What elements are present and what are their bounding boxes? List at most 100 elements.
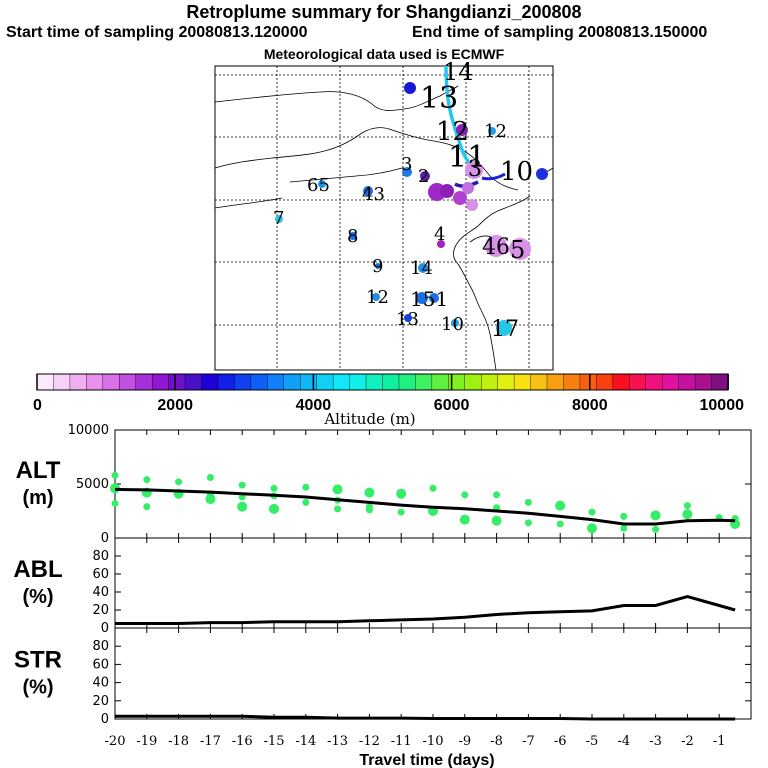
colorbar-cell (415, 373, 433, 391)
map-borders (214, 85, 554, 371)
cluster-point (238, 481, 246, 489)
colorbar-cell (431, 373, 450, 391)
cluster-point (111, 471, 119, 479)
x-tick-label: -19 (136, 734, 157, 749)
cluster-point (683, 502, 691, 510)
panel-ylabel: ALT (16, 457, 61, 484)
colorbar-cell (563, 373, 581, 391)
cluster-marker (416, 292, 428, 304)
cluster-marker (440, 184, 454, 198)
colorbar-cell (365, 373, 384, 391)
colorbar-cell (217, 373, 236, 391)
colorbar-cell (513, 373, 532, 391)
cluster-point (302, 483, 310, 491)
cluster-point (588, 508, 596, 516)
cluster-marker (451, 319, 459, 327)
cluster-marker (404, 82, 416, 94)
cluster-point (429, 484, 437, 492)
map-label: 4 (434, 224, 445, 245)
colorbar-cell (678, 373, 696, 391)
panel-frame (114, 627, 752, 720)
y-tick-label: 60 (92, 567, 109, 582)
map-label: 5 (510, 236, 525, 264)
series-line (115, 714, 736, 721)
colorbar-tick-label: 0 (33, 397, 42, 414)
map-label: 65 (307, 175, 330, 196)
colorbar-cell (596, 373, 614, 391)
x-tick-label: -5 (586, 734, 599, 749)
cluster-point (556, 520, 564, 528)
colorbar-cell (464, 373, 483, 391)
cluster-point (459, 514, 470, 525)
colorbar-tick-label: 8000 (572, 397, 608, 414)
map-label: 12 (436, 117, 469, 147)
colorbar-cell (629, 373, 647, 391)
cluster-marker (466, 199, 478, 211)
y-tick-label: 40 (92, 676, 109, 691)
cluster-point (491, 515, 502, 526)
map-label: 12 (484, 121, 507, 142)
x-tick-label: -10 (423, 734, 444, 749)
cluster-point (524, 519, 532, 527)
cluster-point (620, 524, 628, 532)
map-label: 43 (362, 184, 385, 205)
panel-ylabel-unit: (%) (22, 677, 53, 699)
map-label: 3 (401, 154, 412, 175)
map-frame (214, 65, 554, 371)
cluster-marker (318, 180, 326, 188)
series-line (115, 594, 736, 625)
cluster-point (205, 494, 216, 505)
cluster-marker (485, 235, 507, 257)
colorbar-cell (267, 373, 285, 391)
x-tick-label: -1 (713, 734, 726, 749)
altitude-colorbar: 0 2000 4000 6000 8000 10000 Altitude (m) (33, 373, 744, 428)
colorbar-cell (86, 373, 104, 391)
colorbar-cell (398, 373, 417, 391)
colorbar-cell (645, 373, 663, 391)
panel-ylabel: STR (14, 647, 62, 674)
cluster-point (206, 474, 214, 482)
colorbar-cell (546, 373, 565, 391)
colorbar-cell (119, 373, 137, 391)
cluster-marker (437, 240, 445, 248)
cluster-marker (536, 168, 548, 180)
cluster-marker (429, 293, 439, 303)
x-tick-label: -11 (391, 734, 412, 749)
cluster-point (397, 508, 405, 516)
map-label: 11 (448, 140, 486, 175)
cluster-point (364, 487, 375, 498)
cluster-point (302, 498, 310, 506)
cluster-marker (375, 263, 381, 269)
series-line (114, 487, 736, 526)
colorbar-cell (201, 373, 219, 391)
trajectory-line (481, 172, 506, 181)
cluster-point (237, 501, 248, 512)
border-line (214, 127, 519, 191)
cluster-point (143, 476, 151, 484)
cluster-point (175, 478, 183, 486)
colorbar-cell (316, 373, 334, 391)
colorbar-cell (711, 373, 729, 391)
colorbar-cell (382, 373, 400, 391)
cluster-point (334, 505, 342, 513)
cluster-point (365, 506, 373, 514)
colorbar-cell (168, 373, 186, 391)
cluster-point (269, 503, 279, 514)
cluster-marker (509, 238, 531, 260)
colorbar-cell (481, 373, 499, 391)
cluster-point (396, 488, 407, 499)
end-time-label: End time of sampling 20080813.150000 (412, 24, 708, 41)
cluster-marker (453, 191, 467, 205)
cluster-point (143, 503, 151, 511)
map-label: 2 (418, 166, 429, 187)
y-tick-label: 0 (101, 621, 109, 636)
x-tick-label: -6 (554, 734, 567, 749)
coastline (453, 195, 531, 371)
colorbar-cell (332, 373, 351, 391)
x-tick-label: -16 (232, 734, 253, 749)
colorbar-cell (102, 373, 121, 391)
x-tick-label: -17 (200, 734, 221, 749)
time-series-panels: 0 5000 10000 ALT (m) 0 20 40 60 80 ABL (%) 0 20 40 60 80… (13, 423, 752, 768)
colorbar-cell (661, 373, 680, 391)
map-label: 46 (482, 235, 510, 260)
